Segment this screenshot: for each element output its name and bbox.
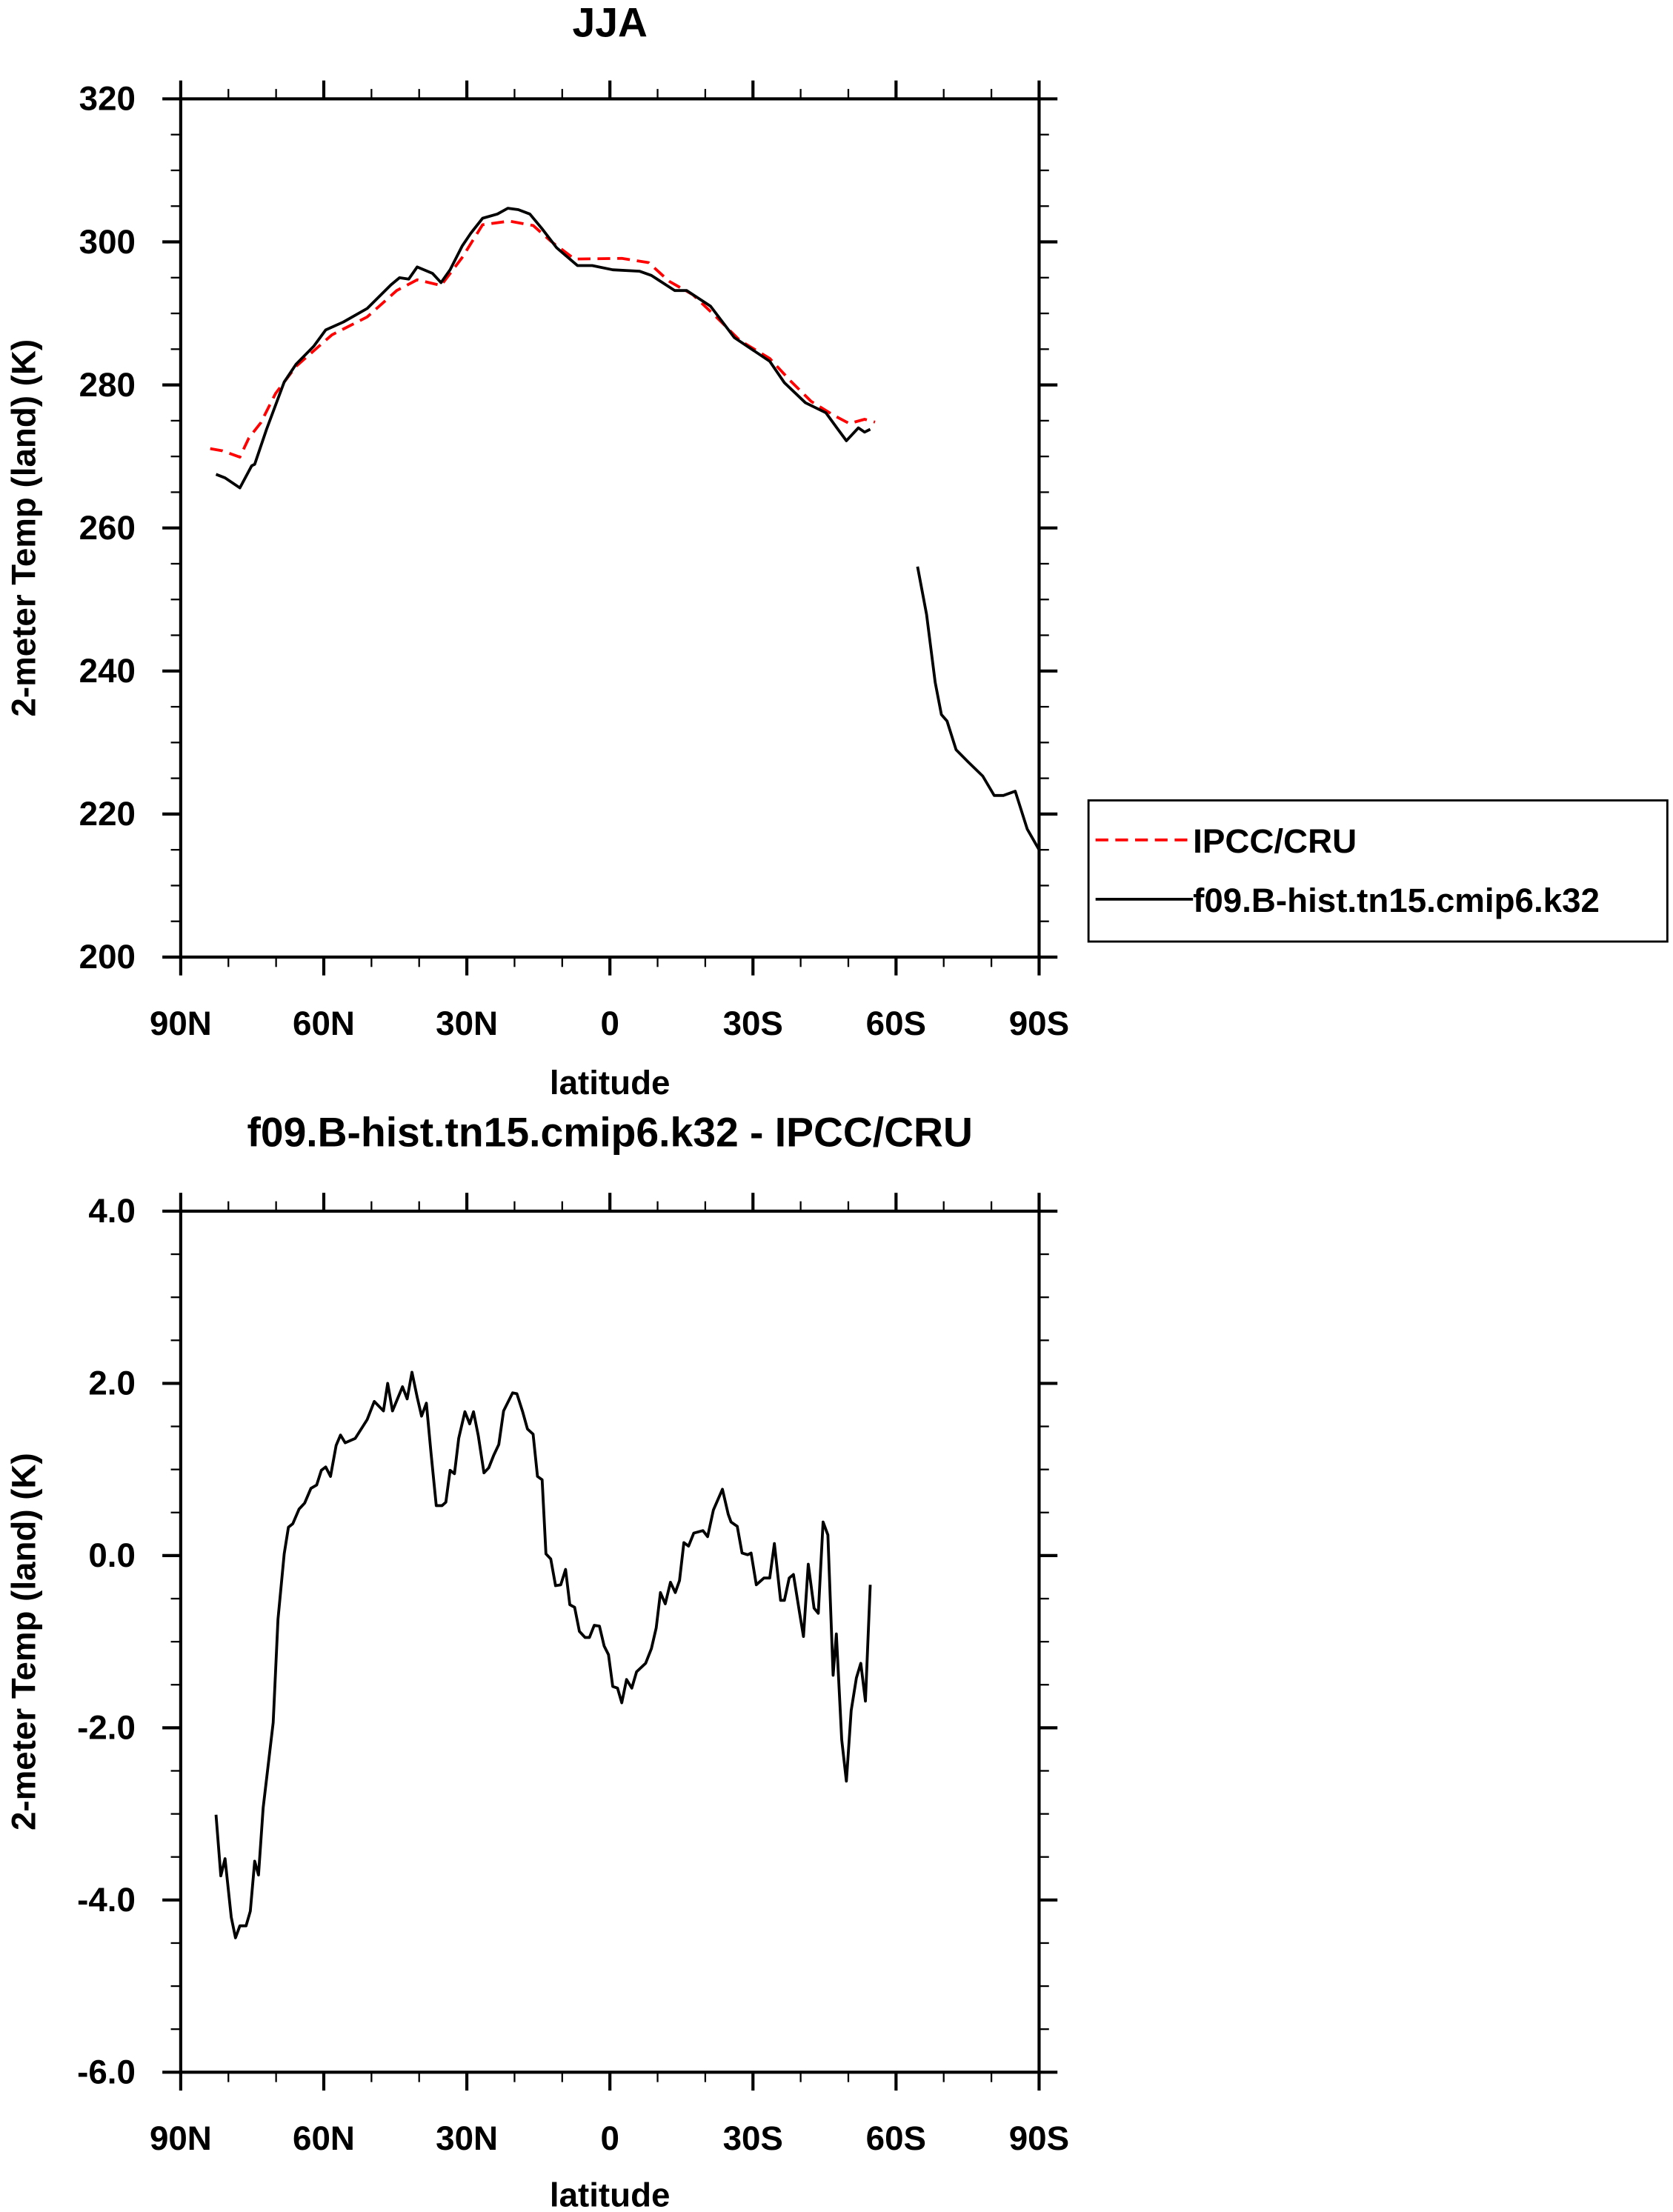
x-tick-label: 30S xyxy=(723,2119,783,2157)
y-tick-label: 240 xyxy=(79,652,136,690)
legend-entry: f09.B-hist.tn15.cmip6.k32 xyxy=(1193,882,1600,919)
y-tick-label: 4.0 xyxy=(88,1192,136,1230)
x-tick-label: 60N xyxy=(293,2119,355,2157)
series-line-2 xyxy=(916,566,1041,851)
x-tick-label: 90N xyxy=(150,1005,212,1042)
x-tick-label: 90N xyxy=(150,2119,212,2157)
y-axis-label: 2-meter Temp (land) (K) xyxy=(5,1453,43,1830)
chart-title: f09.B-hist.tn15.cmip6.k32 - IPCC/CRU xyxy=(247,1109,972,1155)
x-tick-label: 0 xyxy=(600,1005,619,1042)
x-tick-label: 0 xyxy=(600,2119,619,2157)
y-tick-label: 220 xyxy=(79,795,136,833)
y-tick-label: 300 xyxy=(79,223,136,261)
chart-2: f09.B-hist.tn15.cmip6.k32 - IPCC/CRU lati… xyxy=(5,1109,1069,2212)
legend-entry: IPCC/CRU xyxy=(1193,822,1357,860)
y-tick-label: 260 xyxy=(79,509,136,547)
y-tick-label: 0.0 xyxy=(88,1536,136,1574)
x-tick-label: 30S xyxy=(723,1005,783,1042)
x-tick-label: 60S xyxy=(866,1005,926,1042)
x-tick-label: 60N xyxy=(293,1005,355,1042)
series-line-2 xyxy=(215,207,871,490)
x-tick-label: 60S xyxy=(866,2119,926,2157)
y-tick-label: 320 xyxy=(79,80,136,118)
series-line-1 xyxy=(210,219,876,459)
y-tick-label: -2.0 xyxy=(77,1709,136,1747)
x-tick-label: 30N xyxy=(436,1005,498,1042)
x-tick-label: 90S xyxy=(1009,1005,1069,1042)
x-tick-label: 30N xyxy=(436,2119,498,2157)
y-tick-label: 200 xyxy=(79,938,136,976)
y-tick-label: -6.0 xyxy=(77,2053,136,2091)
legend: IPCC/CRU f09.B-hist.tn15.cmip6.k32 xyxy=(1087,799,1669,943)
series-line-1 xyxy=(214,1370,872,1939)
y-tick-label: 2.0 xyxy=(88,1365,136,1402)
legend-box xyxy=(1087,799,1669,943)
y-tick-label: -4.0 xyxy=(77,1881,136,1919)
plot-frame xyxy=(179,97,1041,959)
chart-title: JJA xyxy=(572,0,647,46)
x-tick-label: 90S xyxy=(1009,2119,1069,2157)
x-axis-label: latitude xyxy=(550,2176,671,2212)
plot-frame xyxy=(179,1209,1041,2074)
y-tick-label: 280 xyxy=(79,366,136,404)
x-axis-label: latitude xyxy=(550,1064,671,1102)
chart-1: JJA latitude 2-meter Temp (land) (K) 200 220… xyxy=(5,0,1669,1102)
y-axis-label: 2-meter Temp (land) (K) xyxy=(5,339,43,717)
